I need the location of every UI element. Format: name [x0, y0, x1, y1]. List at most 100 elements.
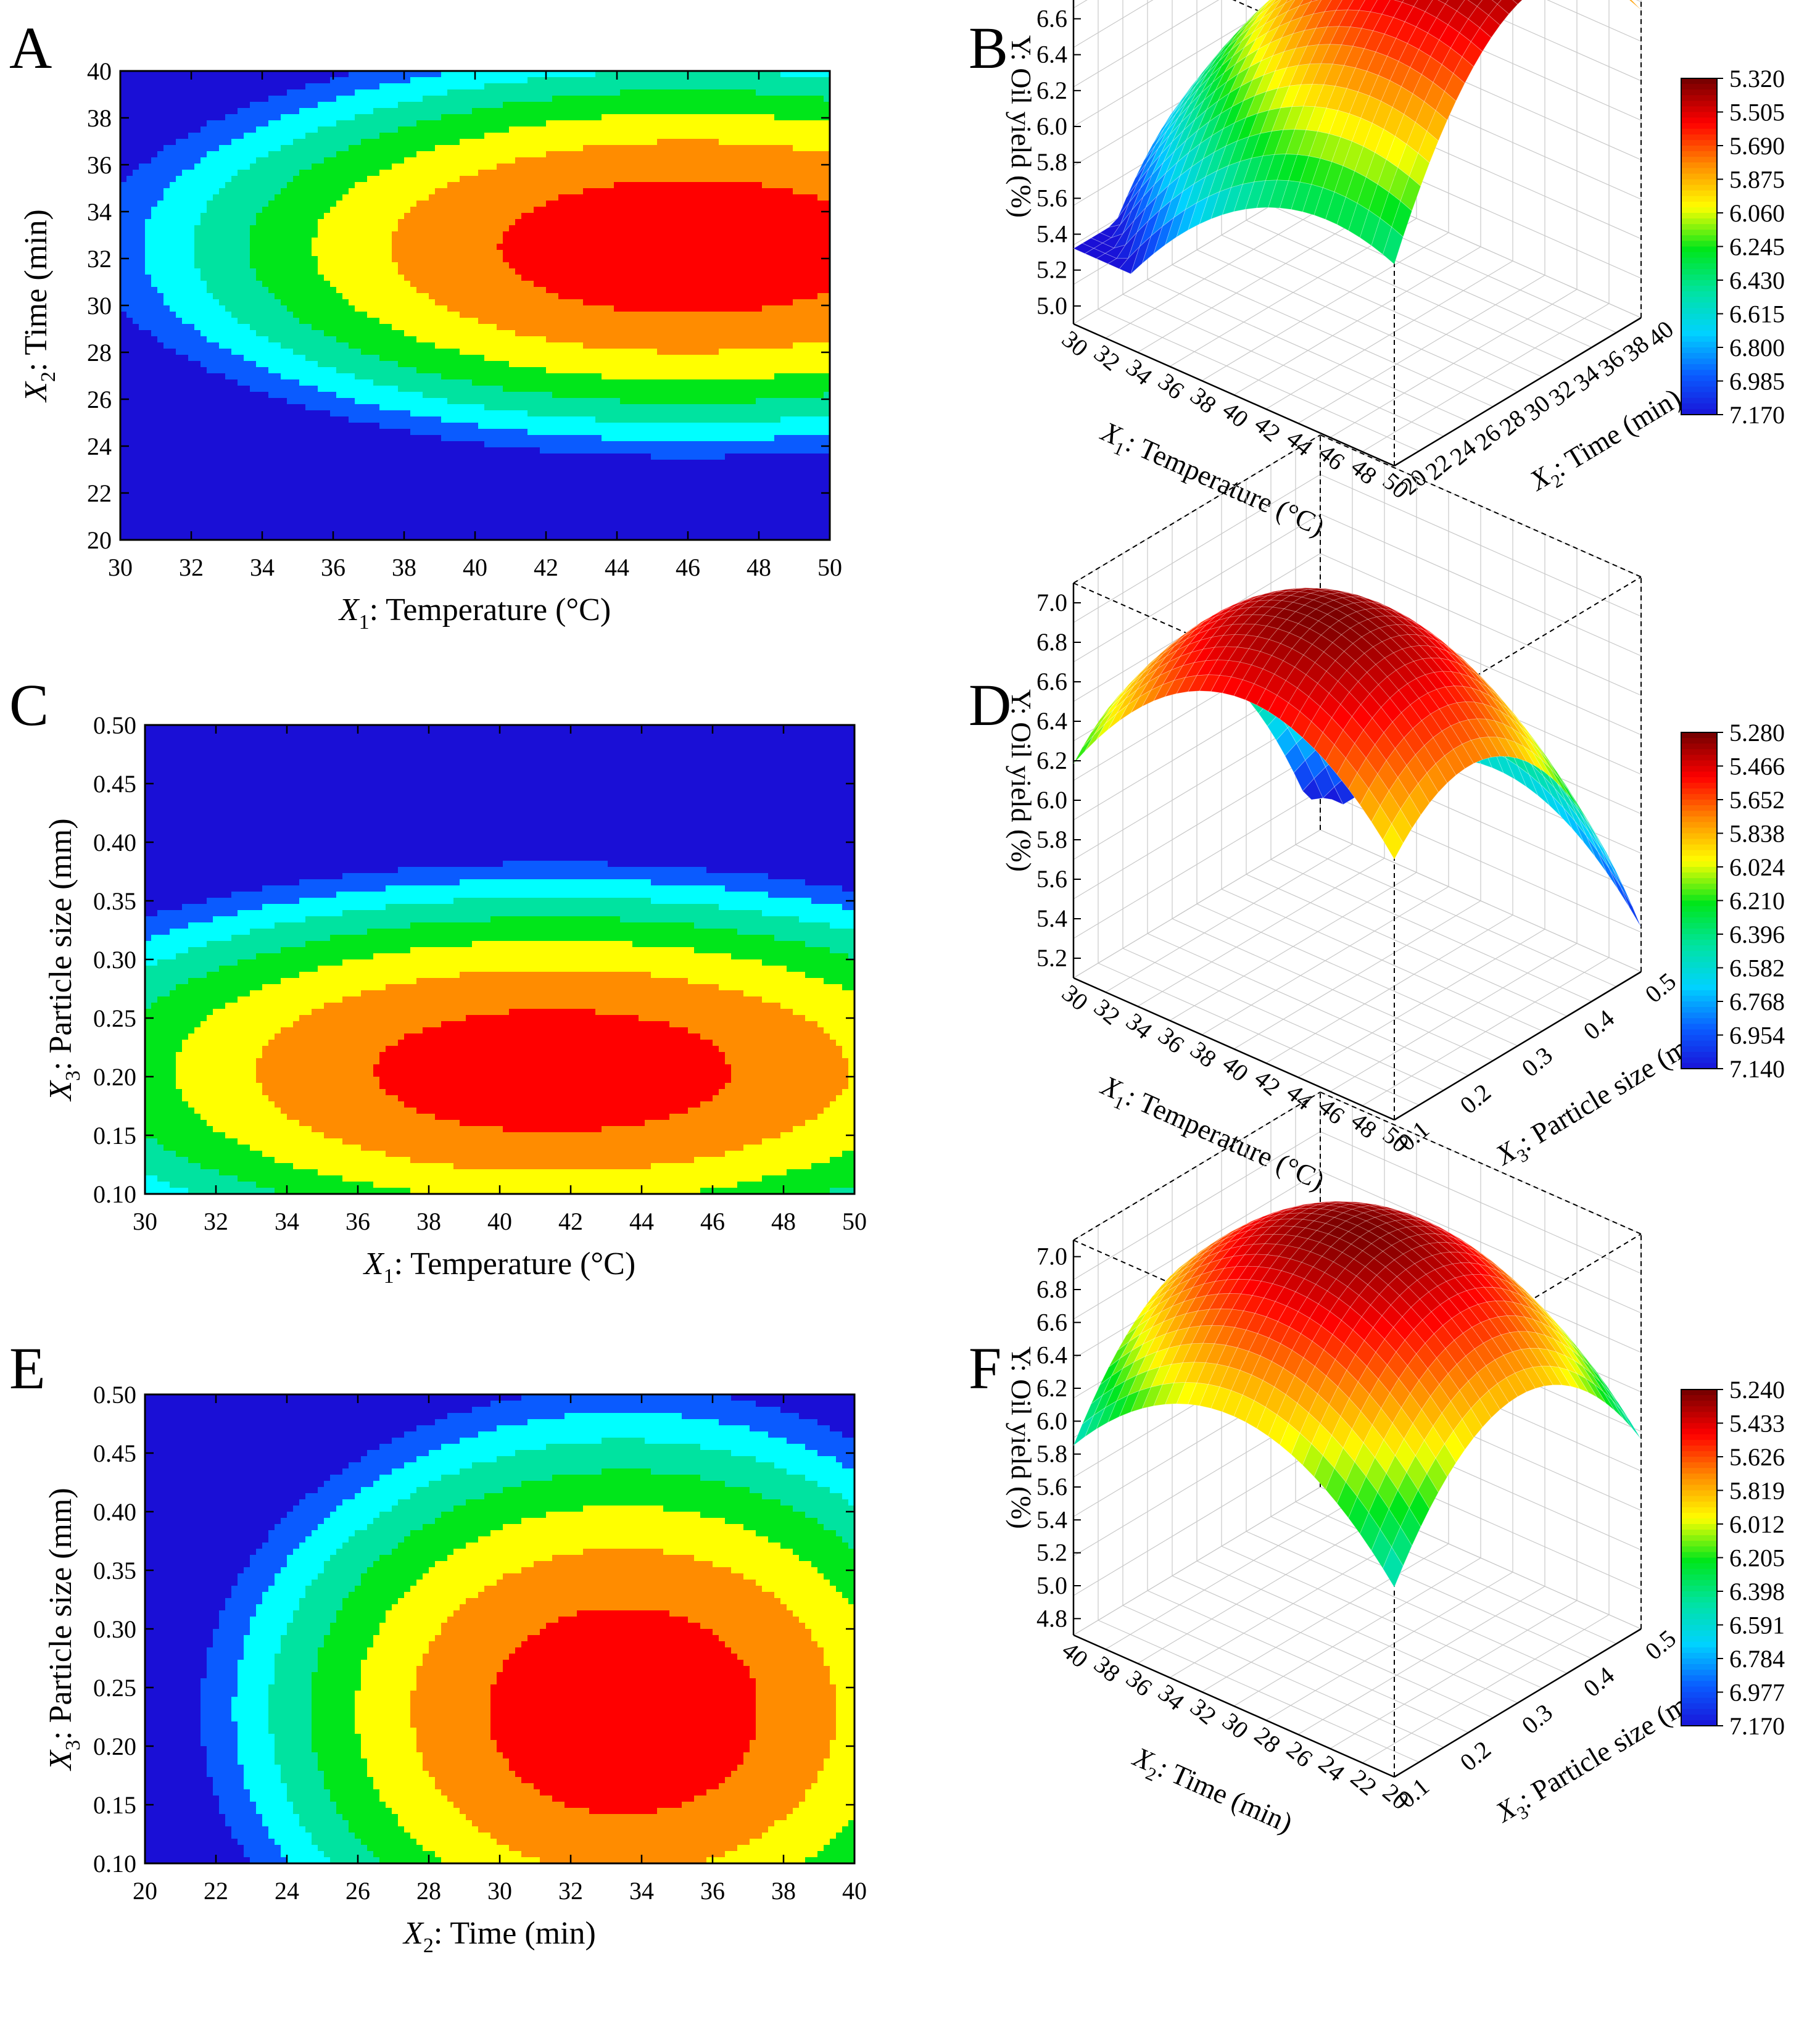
- contour-band-cell: [460, 1604, 787, 1611]
- contour-band-cell: [780, 1598, 849, 1605]
- colorbar-label: 6.024: [1729, 853, 1785, 881]
- colorbar-label: 5.505: [1729, 99, 1785, 126]
- colorbar-segment: [1681, 1423, 1717, 1430]
- contour-band-cell: [336, 1802, 386, 1808]
- contour-band-cell: [281, 1635, 325, 1642]
- x-axis-label: X1: Temperature (°C): [338, 592, 611, 634]
- colorbar-segment: [1681, 1401, 1717, 1407]
- contour-band-cell: [145, 1777, 213, 1784]
- y-tick-label: 36: [87, 151, 112, 179]
- contour-band-cell: [534, 207, 830, 213]
- contour-band-cell: [145, 1033, 189, 1040]
- y-tick-label: 26: [87, 386, 112, 413]
- contour-band-cell: [645, 1120, 806, 1127]
- colorbar-segment: [1681, 1619, 1717, 1626]
- z-tick-label: 4.8: [1036, 1604, 1067, 1632]
- contour-band-cell: [743, 1752, 830, 1759]
- contour-band-cell: [386, 1151, 726, 1158]
- colorbar-segment: [1681, 928, 1717, 935]
- x-tick-label: 40: [487, 1207, 512, 1235]
- contour-band-cell: [527, 1635, 719, 1642]
- contour-band-cell: [731, 1064, 849, 1071]
- colorbar-label: 5.433: [1729, 1410, 1785, 1438]
- z-tick-label: 6.6: [1036, 1308, 1067, 1336]
- contour-band-cell: [145, 762, 854, 769]
- contour-band-cell: [373, 1064, 732, 1071]
- contour-band-cell: [793, 188, 830, 195]
- wall-grid-line: [1320, 1170, 1642, 1314]
- contour-band-cell: [743, 990, 854, 997]
- y-tick-label: 0.2: [1455, 1735, 1496, 1776]
- contour-band-cell: [318, 102, 399, 109]
- y-tick-label: 0.40: [93, 1498, 136, 1526]
- contour-band-cell: [256, 1077, 380, 1083]
- y-tick-label: 40: [87, 57, 112, 85]
- colorbar-segment: [1681, 1040, 1717, 1047]
- contour-band-cell: [787, 966, 854, 972]
- contour-band-cell: [447, 1617, 559, 1623]
- contour-band-cell: [275, 1580, 312, 1586]
- contour-band-cell: [713, 1095, 837, 1102]
- contour-band-cell: [398, 268, 516, 275]
- contour-band-cell: [268, 120, 337, 127]
- contour-band-cell: [145, 1083, 176, 1090]
- contour-band-cell: [250, 164, 312, 170]
- contour-band-cell: [275, 1033, 405, 1040]
- contour-band-cell: [244, 1647, 281, 1654]
- y-tick-label: 24: [87, 433, 112, 460]
- floor-grid-line: [1221, 1546, 1543, 1689]
- contour-band-cell: [151, 935, 232, 942]
- contour-band-cell: [830, 1839, 854, 1845]
- contour-band-cell: [842, 904, 854, 911]
- contour-band-cell: [244, 1567, 281, 1574]
- contour-band-cell: [318, 386, 399, 392]
- colorbar-segment: [1681, 134, 1717, 141]
- contour-band-cell: [435, 1777, 522, 1784]
- contour-band-cell: [145, 262, 195, 269]
- contour-band-cell: [614, 182, 763, 189]
- colorbar-label: 6.977: [1729, 1679, 1785, 1707]
- contour-band-cell: [182, 1095, 269, 1102]
- contour-band-cell: [824, 978, 854, 985]
- contour-band-cell: [145, 1438, 392, 1444]
- contour-band-cell: [238, 1752, 275, 1759]
- contour-band-cell: [145, 1610, 220, 1617]
- contour-band-cell: [700, 1101, 830, 1108]
- contour-band-cell: [281, 373, 355, 380]
- contour-band-cell: [293, 312, 368, 318]
- contour-band-cell: [583, 299, 793, 306]
- contour-band-cell: [478, 423, 830, 429]
- contour-band-cell: [126, 312, 176, 318]
- colorbar-segment: [1681, 1490, 1717, 1497]
- colorbar-segment: [1681, 336, 1717, 342]
- colorbar-segment: [1681, 1468, 1717, 1475]
- contour-band-cell: [207, 1746, 238, 1753]
- contour-band-cell: [669, 1610, 793, 1617]
- contour-band-cell: [756, 1715, 837, 1722]
- contour-band-cell: [293, 1549, 337, 1555]
- contour-band-cell: [256, 126, 318, 133]
- colorbar-segment: [1681, 827, 1717, 834]
- contour-band-cell: [145, 990, 170, 997]
- contour-band-cell: [416, 201, 547, 207]
- contour-band-cell: [774, 935, 854, 942]
- z-tick-label: 5.8: [1036, 826, 1067, 853]
- contour-band-cell: [238, 1691, 269, 1697]
- contour-band-cell: [700, 1033, 830, 1040]
- contour-band-cell: [238, 1734, 275, 1741]
- contour-band-cell: [725, 1518, 818, 1525]
- contour-band-cell: [275, 1524, 318, 1531]
- contour-band-cell: [324, 1132, 781, 1139]
- contour-band-cell: [145, 978, 189, 985]
- contour-band-cell: [275, 1157, 411, 1164]
- colorbar-segment: [1681, 900, 1717, 907]
- colorbar-segment: [1681, 867, 1717, 873]
- contour-band-cell: [287, 182, 355, 189]
- colorbar-segment: [1681, 766, 1717, 772]
- contour-band-cell: [645, 1438, 787, 1444]
- contour-band-cell: [737, 1845, 824, 1852]
- contour-band-cell: [503, 256, 830, 263]
- contour-band-cell: [182, 904, 263, 911]
- contour-band-cell: [312, 1746, 362, 1753]
- contour-band-cell: [145, 1003, 152, 1009]
